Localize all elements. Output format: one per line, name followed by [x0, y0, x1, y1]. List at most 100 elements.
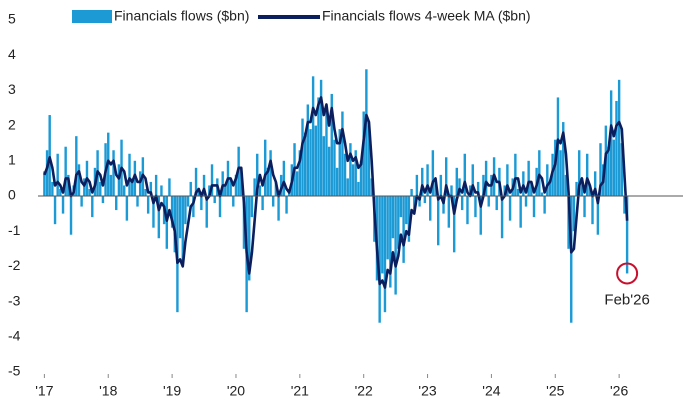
bar [343, 153, 347, 196]
bar [144, 188, 147, 196]
bar [346, 178, 349, 196]
bar [285, 196, 288, 214]
bar [45, 150, 49, 196]
bar [452, 196, 456, 253]
bar [516, 188, 520, 196]
bar [575, 181, 578, 196]
bar [274, 181, 278, 196]
bar [381, 196, 384, 274]
bar [365, 69, 368, 196]
bar [415, 174, 419, 196]
bar [53, 196, 57, 225]
bar [623, 196, 626, 214]
bar [474, 196, 477, 218]
bar [91, 196, 94, 218]
legend-label: Financials flows ($bn) [114, 8, 249, 24]
bar [213, 196, 216, 204]
bar [56, 153, 59, 196]
bar [596, 196, 600, 235]
x-tick-label: '23 [418, 383, 436, 399]
bar [578, 150, 581, 196]
bar [295, 171, 299, 196]
bar [559, 150, 562, 196]
y-tick-label: 5 [8, 11, 16, 27]
bar [426, 164, 429, 196]
bar [548, 181, 552, 196]
bar [282, 160, 286, 196]
bar [394, 196, 397, 295]
bar [391, 196, 395, 239]
bar [314, 125, 318, 196]
bar [322, 136, 325, 196]
bar [112, 150, 115, 196]
bar [43, 171, 46, 196]
bar [591, 196, 594, 225]
bar [442, 196, 445, 214]
bar [572, 196, 576, 232]
bar [599, 143, 602, 196]
bar [479, 196, 482, 235]
bar [484, 160, 488, 196]
bar [482, 174, 485, 196]
bar [460, 196, 464, 211]
bar [530, 181, 533, 196]
bar [543, 196, 546, 214]
bar [476, 181, 480, 196]
bar [256, 153, 259, 196]
bar [154, 174, 158, 196]
bar [109, 174, 113, 196]
bar [567, 196, 570, 249]
bar [186, 196, 190, 207]
x-tick-label: '21 [291, 383, 309, 399]
bar [383, 196, 387, 313]
bar [402, 196, 405, 263]
bar [357, 181, 360, 196]
bar [617, 79, 621, 196]
y-tick-label: -2 [8, 257, 21, 273]
y-tick-label: -4 [8, 328, 21, 344]
bar [407, 196, 411, 242]
bar [341, 111, 344, 196]
y-tick-label: 1 [8, 152, 16, 168]
bar [48, 115, 51, 196]
bar [248, 196, 251, 281]
bar [338, 129, 341, 196]
bar [431, 150, 435, 196]
bar [165, 196, 169, 249]
bar [152, 196, 155, 228]
bar [562, 122, 565, 196]
bar [311, 76, 315, 196]
bar [232, 196, 235, 207]
bar [519, 196, 522, 228]
bar [330, 93, 333, 196]
y-tick-label: 2 [8, 116, 16, 132]
x-tick-label: '25 [546, 383, 564, 399]
bar [261, 196, 264, 211]
bar [69, 196, 73, 235]
bar [210, 164, 214, 196]
bar [389, 196, 392, 288]
y-tick-label: -3 [8, 292, 21, 308]
bar [437, 196, 440, 246]
bar [303, 132, 307, 196]
bar [173, 196, 176, 253]
bar [540, 192, 544, 196]
bar [367, 125, 371, 196]
bar [298, 150, 302, 196]
bar [269, 150, 272, 196]
bar [524, 196, 528, 207]
bar [59, 188, 62, 196]
bar [136, 196, 139, 207]
bar [221, 171, 224, 196]
bar [439, 174, 443, 196]
bar [80, 196, 83, 207]
x-tick-label: '22 [355, 383, 373, 399]
bar [418, 196, 421, 207]
bar [607, 146, 610, 196]
bar [495, 196, 498, 211]
x-tick-label: '24 [482, 383, 500, 399]
bar [178, 196, 182, 239]
bar [335, 167, 339, 196]
bar [458, 178, 461, 196]
